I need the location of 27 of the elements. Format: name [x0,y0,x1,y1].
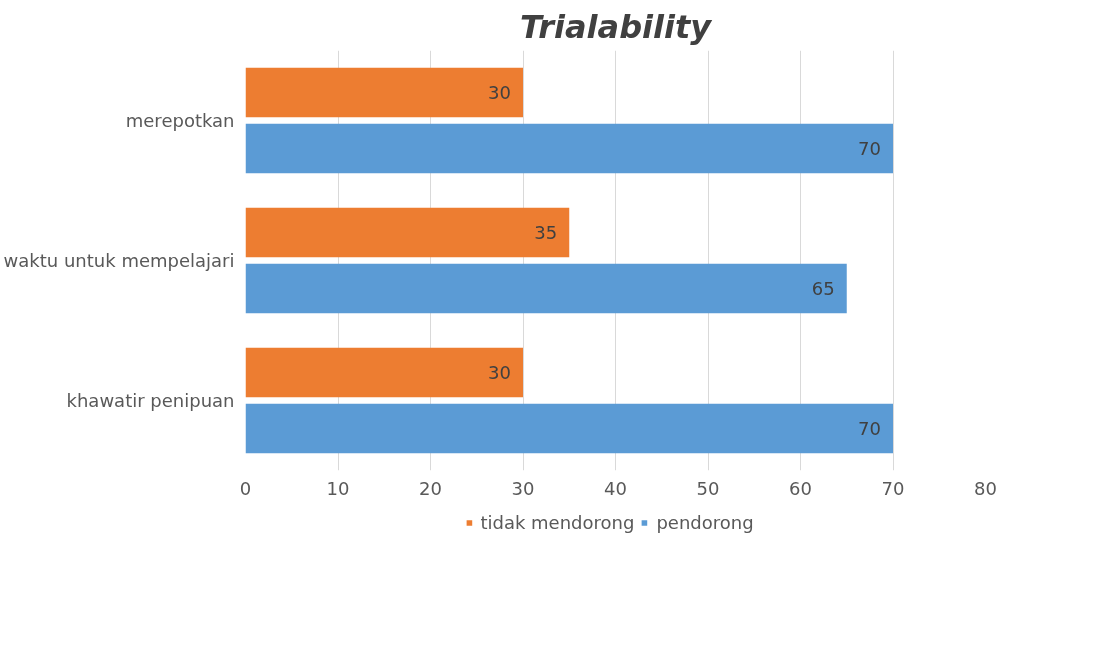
x-tick-label: 70 [881,477,905,499]
y-tick-label: khawatir penipuan [66,390,235,411]
x-tick-label: 40 [604,477,627,499]
x-tick-label: 10 [326,477,350,499]
legend-label: pendorong [656,511,754,533]
data-label: 70 [858,138,881,159]
data-label: 35 [534,222,558,243]
x-tick-label: 0 [239,477,252,499]
y-tick-label: merepotkan [125,110,235,131]
legend-label: tidak mendorong [480,511,635,533]
data-label: 30 [488,362,511,383]
data-label: 70 [858,418,881,439]
x-tick-label: 60 [789,477,812,499]
bar [245,67,523,118]
bar [245,207,570,258]
bar [245,263,847,314]
bar [245,403,893,454]
x-tick-label: 50 [696,477,720,499]
x-tick-label: 20 [419,477,442,499]
x-tick-label: 30 [511,477,535,499]
bar [245,123,893,174]
bar [245,347,523,398]
data-label: 65 [811,278,835,299]
chart-title: Trialability [519,7,713,46]
x-tick-label: 80 [974,477,997,499]
data-label: 30 [488,82,511,103]
y-tick-label: waktu untuk mempelajari [3,250,235,271]
